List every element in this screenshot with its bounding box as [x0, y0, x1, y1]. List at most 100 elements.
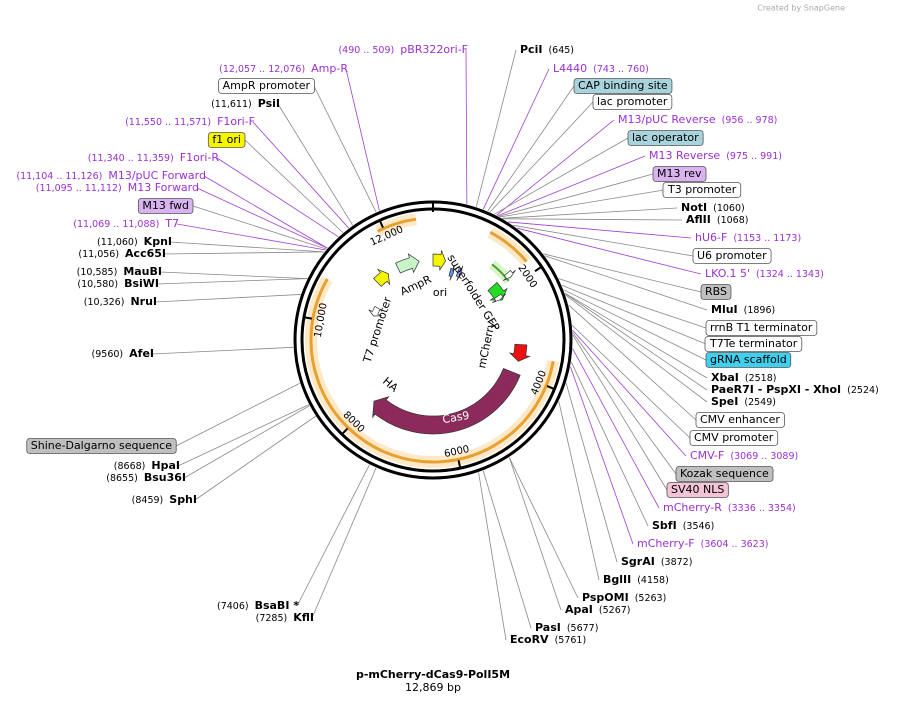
- label-range: (11,056): [78, 249, 119, 260]
- primer-label: L4440 (743 .. 760): [553, 62, 649, 75]
- primer-label: (11,550 .. 11,571) F1ori-F: [125, 115, 255, 128]
- f1-arrow: [373, 268, 391, 287]
- label-name: RBS: [705, 285, 727, 298]
- feature-box: [704, 336, 803, 352]
- leader-line: [508, 457, 579, 599]
- feature-label: f1 ori: [212, 133, 241, 146]
- label-name: BglII: [603, 573, 631, 586]
- label-name: F1ori-R: [180, 151, 220, 164]
- site-label: (10,326) NruI: [84, 295, 157, 308]
- leader-line: [216, 157, 339, 238]
- tick-label: 6000: [443, 444, 470, 460]
- label-range: (3336 .. 3354): [728, 503, 796, 514]
- label-range: (8459): [132, 495, 164, 506]
- leader-line: [203, 175, 328, 249]
- site-label: AflII (1068): [686, 213, 748, 226]
- feature-label: Kozak sequence: [680, 467, 769, 480]
- feature-label: gRNA scaffold: [710, 353, 787, 366]
- tick-mark: [546, 385, 555, 391]
- site-label: PspOMI (5263): [582, 591, 666, 604]
- small-feature: [448, 264, 455, 281]
- label-name: MauBI: [123, 265, 162, 278]
- site-label: EcoRV (5761): [510, 633, 586, 646]
- site-label: PaeR7I - PspXI - XhoI (2524): [711, 383, 879, 396]
- site-label: ApaI (5267): [565, 603, 631, 616]
- label-range: (645): [548, 45, 574, 56]
- leader-line: [571, 325, 691, 439]
- feature-box: [573, 78, 673, 94]
- feature-box: [666, 482, 729, 498]
- label-name: lac promoter: [597, 95, 668, 108]
- leader-line: [313, 85, 377, 213]
- leader-line: [475, 49, 517, 207]
- label-name: HpaI: [151, 459, 180, 472]
- leader-line: [572, 348, 660, 509]
- label-range: (11,060): [97, 237, 138, 248]
- feature-label: T3 promoter: [667, 183, 737, 196]
- feature-box: [652, 166, 707, 182]
- primer-label: (11,069 .. 11,088) T7: [73, 217, 179, 230]
- feature-label: AmpR promoter: [223, 79, 311, 92]
- small-feature: [492, 293, 507, 304]
- leader-line: [572, 334, 668, 491]
- leader-line: [513, 224, 694, 257]
- leader-line: [544, 255, 708, 311]
- t7-arrow: [368, 306, 382, 317]
- leader-line: [568, 304, 697, 421]
- feature-label: rrnB T1 terminator: [710, 321, 813, 334]
- primer-label: (11,340 .. 11,359) F1ori-R: [88, 151, 220, 164]
- leader-line: [177, 404, 309, 467]
- feature-box: [207, 132, 246, 148]
- leader-line: [154, 294, 301, 303]
- leader-line: [572, 329, 687, 457]
- site-label: (11,611) PsiI: [211, 97, 280, 110]
- primer-label: M13/pUC Reverse (956 .. 978): [618, 113, 777, 126]
- credit: Created by SnapGene: [757, 4, 845, 13]
- feature-label: HA: [380, 375, 401, 395]
- feature-box: [26, 438, 177, 454]
- leader-line: [175, 382, 301, 447]
- leader-line: [563, 289, 707, 361]
- feature-label: M13 rev: [657, 167, 702, 180]
- label-name: PaeR7I - PspXI - XhoI: [711, 383, 841, 396]
- label-range: (975 .. 991): [726, 151, 782, 162]
- label-name: PasI: [535, 621, 561, 634]
- leader-line: [345, 68, 380, 211]
- label-name: XbaI: [711, 371, 739, 384]
- label-range: (7285): [256, 613, 288, 624]
- label-name: CMV-F: [690, 449, 724, 462]
- leader-line: [159, 271, 308, 280]
- label-name: M13/pUC Forward: [108, 169, 206, 182]
- leader-line: [558, 401, 600, 581]
- feature-label: CMV promoter: [694, 431, 774, 444]
- leader-line: [564, 293, 708, 391]
- leader-line: [192, 205, 327, 250]
- label-range: (5267): [599, 605, 631, 616]
- label-range: (5677): [567, 623, 599, 634]
- tick-mark: [303, 316, 313, 320]
- label-name: LKO.1 5': [705, 267, 750, 280]
- leader-line: [570, 361, 649, 527]
- label-name: SgrAI: [621, 555, 655, 568]
- leader-line: [176, 223, 326, 251]
- tick-mark: [457, 460, 462, 469]
- label-range: (3604 .. 3623): [701, 539, 769, 550]
- label-name: KpnI: [144, 235, 172, 248]
- label-range: (3546): [683, 521, 715, 532]
- label-name: mCherry-F: [637, 537, 695, 550]
- leader-line: [564, 292, 708, 379]
- label-name: CAP binding site: [578, 79, 668, 92]
- leader-line: [169, 241, 325, 253]
- label-name: pBR322ori-F: [400, 43, 468, 56]
- feature-label: T7 promoter: [360, 295, 394, 365]
- feature-label: mCherry: [475, 320, 498, 370]
- feature-box: [692, 248, 772, 264]
- label-name: rrnB T1 terminator: [710, 321, 813, 334]
- site-label: NotI (1060): [681, 201, 745, 214]
- leader-line: [478, 472, 507, 641]
- feature-label: Shine-Dalgarno sequence: [31, 439, 172, 452]
- label-range: (11,550 .. 11,571): [125, 117, 211, 128]
- label-range: (3069 .. 3089): [730, 451, 798, 462]
- leader-line: [194, 415, 316, 501]
- label-name: T7Te terminator: [709, 337, 798, 350]
